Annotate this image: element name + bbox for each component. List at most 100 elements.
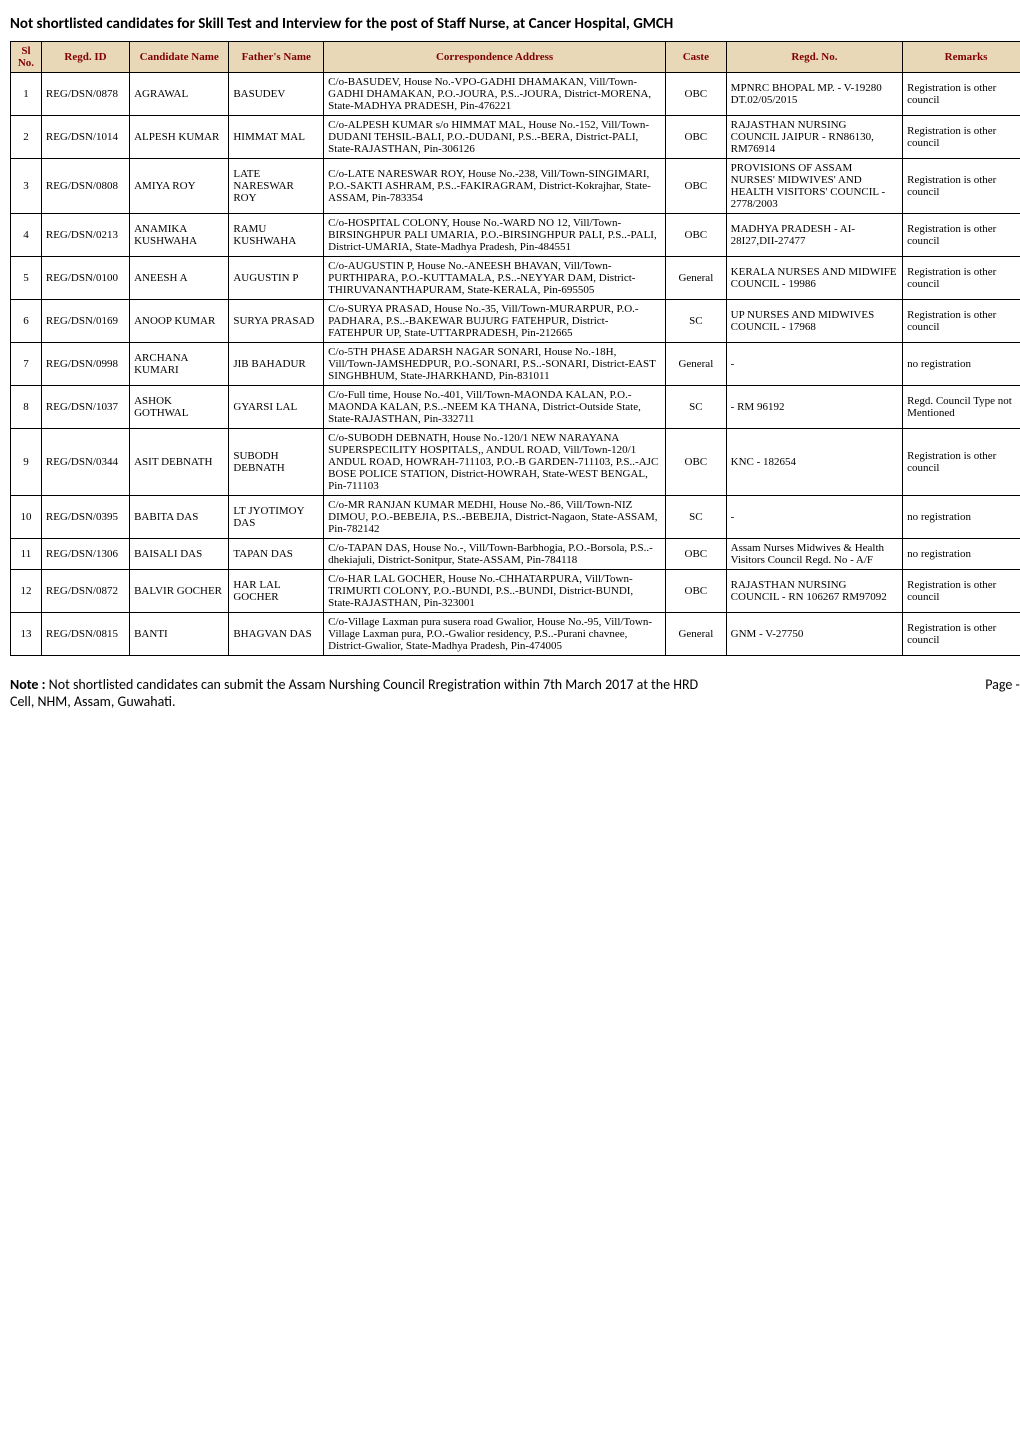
cell-father: AUGUSTIN P bbox=[229, 257, 324, 300]
cell-father: HIMMAT MAL bbox=[229, 116, 324, 159]
table-row: 8REG/DSN/1037ASHOK GOTHWALGYARSI LALC/o-… bbox=[11, 386, 1020, 429]
cell-candidate: ANAMIKA KUSHWAHA bbox=[130, 214, 229, 257]
cell-sl: 9 bbox=[11, 429, 42, 496]
cell-caste: General bbox=[666, 257, 727, 300]
cell-regd_no: MADHYA PRADESH - AI-28I27,DII-27477 bbox=[726, 214, 902, 257]
table-row: 12REG/DSN/0872BALVIR GOCHERHAR LAL GOCHE… bbox=[11, 570, 1020, 613]
cell-candidate: ANOOP KUMAR bbox=[130, 300, 229, 343]
th-father: Father's Name bbox=[229, 42, 324, 73]
cell-father: BASUDEV bbox=[229, 73, 324, 116]
cell-candidate: BABITA DAS bbox=[130, 496, 229, 539]
cell-remarks: Registration is other council bbox=[903, 613, 1020, 656]
cell-regd_id: REG/DSN/0169 bbox=[41, 300, 129, 343]
cell-sl: 5 bbox=[11, 257, 42, 300]
table-row: 6REG/DSN/0169ANOOP KUMARSURYA PRASADC/o-… bbox=[11, 300, 1020, 343]
cell-remarks: Registration is other council bbox=[903, 300, 1020, 343]
cell-regd_id: REG/DSN/0998 bbox=[41, 343, 129, 386]
th-regd-no: Regd. No. bbox=[726, 42, 902, 73]
cell-regd_no: UP NURSES AND MIDWIVES COUNCIL - 17968 bbox=[726, 300, 902, 343]
cell-candidate: ASIT DEBNATH bbox=[130, 429, 229, 496]
cell-remarks: Registration is other council bbox=[903, 429, 1020, 496]
cell-address: C/o-SUBODH DEBNATH, House No.-120/1 NEW … bbox=[324, 429, 666, 496]
th-caste: Caste bbox=[666, 42, 727, 73]
cell-father: SURYA PRASAD bbox=[229, 300, 324, 343]
table-row: 4REG/DSN/0213ANAMIKA KUSHWAHARAMU KUSHWA… bbox=[11, 214, 1020, 257]
cell-candidate: ALPESH KUMAR bbox=[130, 116, 229, 159]
cell-caste: OBC bbox=[666, 539, 727, 570]
cell-sl: 10 bbox=[11, 496, 42, 539]
cell-caste: OBC bbox=[666, 116, 727, 159]
cell-candidate: ARCHANA KUMARI bbox=[130, 343, 229, 386]
cell-regd_id: REG/DSN/0872 bbox=[41, 570, 129, 613]
cell-regd_no: PROVISIONS OF ASSAM NURSES' MIDWIVES' AN… bbox=[726, 159, 902, 214]
table-row: 10REG/DSN/0395BABITA DASLT JYOTIMOY DASC… bbox=[11, 496, 1020, 539]
cell-address: C/o-SURYA PRASAD, House No.-35, Vill/Tow… bbox=[324, 300, 666, 343]
cell-candidate: BANTI bbox=[130, 613, 229, 656]
cell-sl: 13 bbox=[11, 613, 42, 656]
footer-note-text: Not shortlisted candidates can submit th… bbox=[10, 676, 698, 710]
cell-remarks: Registration is other council bbox=[903, 570, 1020, 613]
cell-regd_no: KNC - 182654 bbox=[726, 429, 902, 496]
cell-candidate: ANEESH A bbox=[130, 257, 229, 300]
cell-father: SUBODH DEBNATH bbox=[229, 429, 324, 496]
th-regd-id: Regd. ID bbox=[41, 42, 129, 73]
th-address: Correspondence Address bbox=[324, 42, 666, 73]
cell-address: C/o-ALPESH KUMAR s/o HIMMAT MAL, House N… bbox=[324, 116, 666, 159]
cell-caste: SC bbox=[666, 300, 727, 343]
cell-sl: 4 bbox=[11, 214, 42, 257]
cell-remarks: Registration is other council bbox=[903, 116, 1020, 159]
cell-caste: OBC bbox=[666, 570, 727, 613]
cell-address: C/o-MR RANJAN KUMAR MEDHI, House No.-86,… bbox=[324, 496, 666, 539]
table-row: 1REG/DSN/0878AGRAWALBASUDEVC/o-BASUDEV, … bbox=[11, 73, 1020, 116]
cell-regd_id: REG/DSN/1037 bbox=[41, 386, 129, 429]
table-row: 5REG/DSN/0100ANEESH AAUGUSTIN PC/o-AUGUS… bbox=[11, 257, 1020, 300]
cell-sl: 11 bbox=[11, 539, 42, 570]
cell-regd_no: - RM 96192 bbox=[726, 386, 902, 429]
cell-sl: 2 bbox=[11, 116, 42, 159]
cell-sl: 6 bbox=[11, 300, 42, 343]
cell-regd_no: Assam Nurses Midwives & Health Visitors … bbox=[726, 539, 902, 570]
cell-sl: 12 bbox=[11, 570, 42, 613]
cell-caste: OBC bbox=[666, 429, 727, 496]
cell-address: C/o-TAPAN DAS, House No.-, Vill/Town-Bar… bbox=[324, 539, 666, 570]
cell-address: C/o-Full time, House No.-401, Vill/Town-… bbox=[324, 386, 666, 429]
cell-remarks: Registration is other council bbox=[903, 73, 1020, 116]
cell-candidate: AGRAWAL bbox=[130, 73, 229, 116]
cell-regd_id: REG/DSN/1014 bbox=[41, 116, 129, 159]
footer-note: Note : Not shortlisted candidates can su… bbox=[10, 676, 724, 710]
cell-remarks: Registration is other council bbox=[903, 159, 1020, 214]
cell-sl: 7 bbox=[11, 343, 42, 386]
page-title: Not shortlisted candidates for Skill Tes… bbox=[10, 15, 1020, 33]
cell-regd_no: KERALA NURSES AND MIDWIFE COUNCIL - 1998… bbox=[726, 257, 902, 300]
cell-candidate: ASHOK GOTHWAL bbox=[130, 386, 229, 429]
cell-father: HAR LAL GOCHER bbox=[229, 570, 324, 613]
footer-page: Page - 1 bbox=[775, 676, 1020, 693]
cell-father: LATE NARESWAR ROY bbox=[229, 159, 324, 214]
cell-address: C/o-HOSPITAL COLONY, House No.-WARD NO 1… bbox=[324, 214, 666, 257]
cell-regd_no: RAJASTHAN NURSING COUNCIL - RN 106267 RM… bbox=[726, 570, 902, 613]
cell-regd_id: REG/DSN/1306 bbox=[41, 539, 129, 570]
cell-remarks: no registration bbox=[903, 539, 1020, 570]
candidates-table: Sl No. Regd. ID Candidate Name Father's … bbox=[10, 41, 1020, 656]
cell-address: C/o-Village Laxman pura susera road Gwal… bbox=[324, 613, 666, 656]
table-header-row: Sl No. Regd. ID Candidate Name Father's … bbox=[11, 42, 1020, 73]
cell-regd_no: - bbox=[726, 496, 902, 539]
cell-address: C/o-LATE NARESWAR ROY, House No.-238, Vi… bbox=[324, 159, 666, 214]
cell-father: RAMU KUSHWAHA bbox=[229, 214, 324, 257]
cell-sl: 1 bbox=[11, 73, 42, 116]
cell-regd_no: - bbox=[726, 343, 902, 386]
cell-father: TAPAN DAS bbox=[229, 539, 324, 570]
cell-remarks: no registration bbox=[903, 343, 1020, 386]
th-remarks: Remarks bbox=[903, 42, 1020, 73]
cell-address: C/o-BASUDEV, House No.-VPO-GADHI DHAMAKA… bbox=[324, 73, 666, 116]
cell-remarks: no registration bbox=[903, 496, 1020, 539]
th-sl: Sl No. bbox=[11, 42, 42, 73]
cell-regd_no: MPNRC BHOPAL MP. - V-19280 DT.02/05/2015 bbox=[726, 73, 902, 116]
cell-address: C/o-HAR LAL GOCHER, House No.-CHHATARPUR… bbox=[324, 570, 666, 613]
cell-caste: SC bbox=[666, 496, 727, 539]
cell-caste: OBC bbox=[666, 159, 727, 214]
table-row: 3REG/DSN/0808AMIYA ROYLATE NARESWAR ROYC… bbox=[11, 159, 1020, 214]
cell-candidate: AMIYA ROY bbox=[130, 159, 229, 214]
cell-candidate: BALVIR GOCHER bbox=[130, 570, 229, 613]
table-row: 2REG/DSN/1014ALPESH KUMARHIMMAT MALC/o-A… bbox=[11, 116, 1020, 159]
